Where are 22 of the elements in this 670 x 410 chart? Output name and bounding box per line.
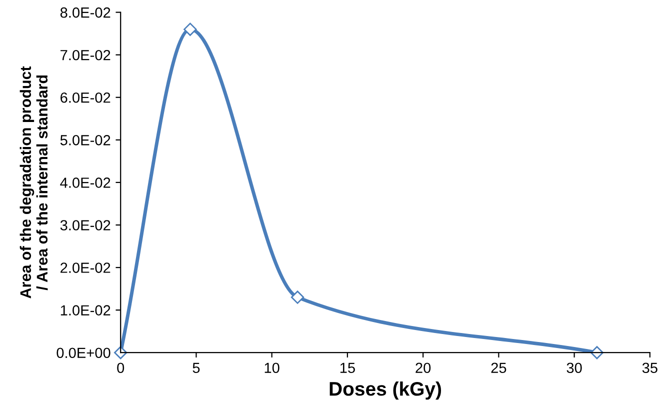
x-tick-label: 15 [340,362,355,374]
y-tick-label: 0.0E+00 [56,348,110,358]
x-tick-label: 10 [264,362,280,374]
y-tick-label: 3.0E-02 [60,220,110,230]
x-tick-label: 25 [491,362,506,374]
x-tick-label: 5 [192,362,200,374]
y-tick-label: 6.0E-02 [60,92,110,103]
y-tick-label: 5.0E-02 [60,135,110,146]
y-tick-label: 4.0E-02 [60,178,110,188]
x-tick-label: 20 [416,362,431,374]
y-axis-title: Area of the degradation product / Area of the internal standard [20,66,48,298]
point [184,22,197,36]
x-tick-label: 0 [117,362,124,374]
y-tick-label: 8.0E-02 [60,7,110,18]
x-tick-label: 30 [566,362,582,374]
y-tick-label: 2.0E-02 [60,262,110,273]
y-tick-label: 1.0E-02 [60,305,110,316]
x-axis-title: Doses (kGy) [330,381,442,400]
point [290,290,304,304]
point [114,346,128,360]
x-tick-label: 35 [642,362,658,374]
y-tick-label: 7.0E-02 [60,50,110,60]
